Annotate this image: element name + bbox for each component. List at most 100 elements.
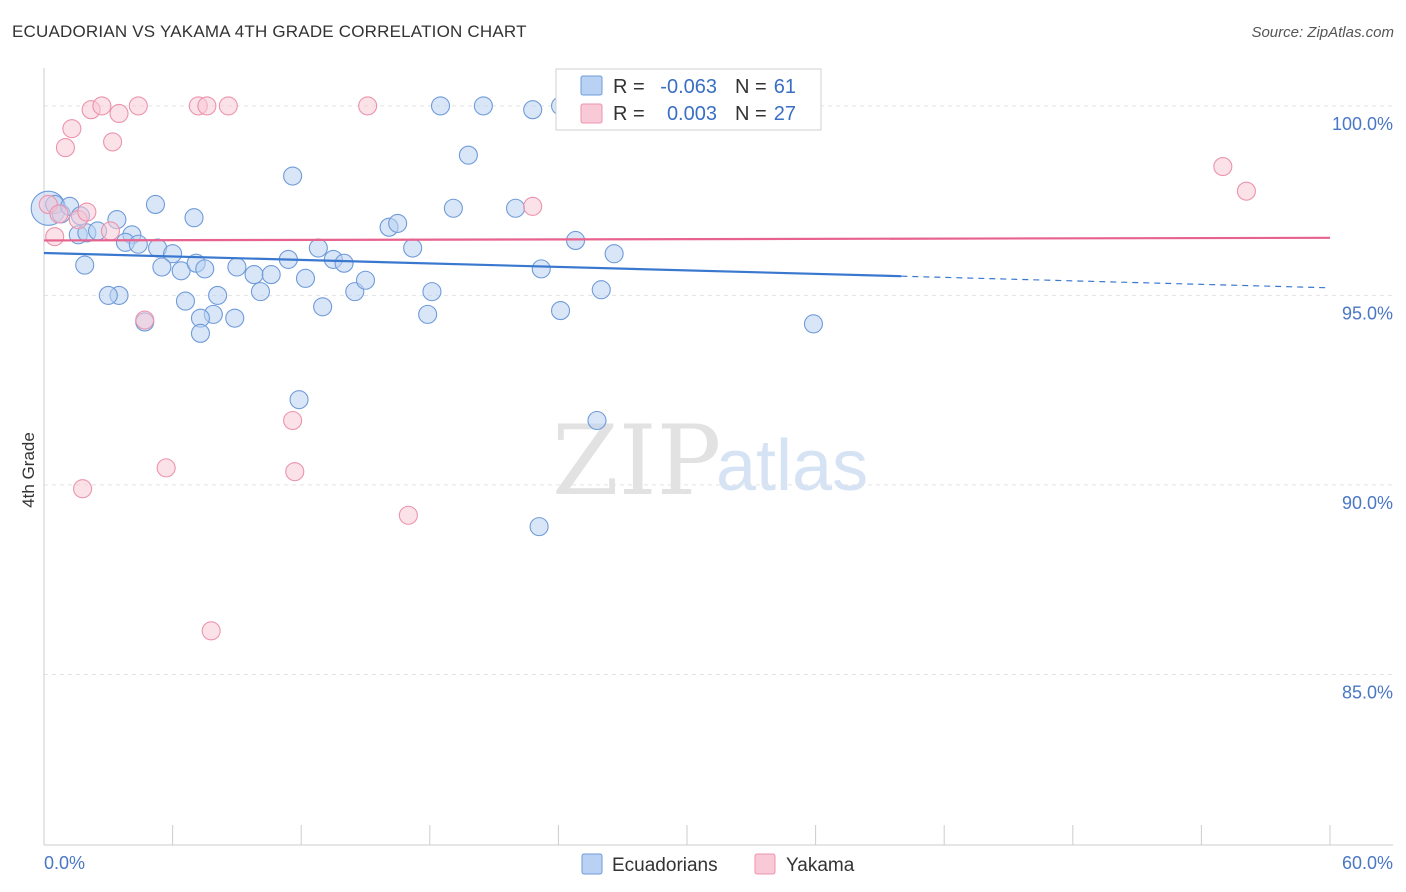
point-blue-57 [550, 301, 571, 321]
x-tick-label-max: 60.0% [1342, 853, 1393, 873]
point-blue-21 [208, 285, 228, 305]
point-pink-15 [135, 310, 155, 330]
point-blue-39 [283, 166, 303, 186]
watermark-atlas: atlas [716, 426, 868, 506]
point-blue-20 [195, 259, 215, 279]
y-tick-labels: 100.0% 95.0% 90.0% 85.0% [1332, 114, 1393, 703]
point-blue-41 [98, 285, 118, 305]
point-blue-35 [403, 238, 423, 258]
point-pink-23 [1213, 156, 1233, 177]
y-tick-label-3: 85.0% [1342, 682, 1393, 702]
point-blue-49 [289, 390, 309, 410]
bottom-legend-swatch-yakama [754, 853, 776, 875]
bottom-legend-swatch-ecuadorians [581, 853, 603, 875]
point-blue-25 [250, 282, 271, 302]
point-blue-27 [295, 268, 316, 288]
y-axis-label: 4th Grade [19, 432, 38, 508]
point-blue-63 [529, 517, 549, 537]
legend-r-value-blue: -0.063 [660, 76, 717, 98]
point-blue-30 [334, 253, 354, 273]
correlation-legend: R = -0.063 N = 61 R = 0.003 N = 27 [555, 68, 822, 131]
point-blue-60 [604, 244, 624, 264]
point-blue-52 [523, 100, 543, 120]
y-tick-label-2: 90.0% [1342, 493, 1393, 513]
point-pink-26 [49, 204, 69, 224]
trend-line-blue-projection [901, 275, 1331, 289]
point-pink-9 [197, 96, 217, 116]
series-yakama-points [38, 96, 1256, 641]
point-blue-38 [443, 198, 463, 218]
point-pink-10 [218, 96, 238, 116]
trend-lines [43, 236, 1331, 289]
point-pink-14 [100, 221, 120, 241]
point-blue-18 [184, 208, 204, 228]
point-blue-62 [587, 410, 607, 431]
point-blue-59 [591, 280, 611, 300]
point-pink-0 [45, 227, 65, 247]
legend-swatch-pink [580, 103, 603, 124]
point-blue-55 [458, 145, 478, 165]
point-blue-64 [803, 314, 824, 334]
series-ecuadorians-points [30, 96, 824, 537]
point-pink-22 [523, 196, 543, 216]
y-tick-label-0: 100.0% [1332, 114, 1393, 134]
point-blue-12 [145, 194, 166, 214]
point-blue-48 [313, 297, 333, 317]
point-blue-28 [308, 238, 328, 258]
x-tick-label-min: 0.0% [44, 853, 85, 873]
chart-title: ECUADORIAN VS YAKAMA 4TH GRADE CORRELATI… [12, 22, 527, 41]
legend-n-label-blue: N = [735, 76, 767, 98]
point-pink-11 [358, 96, 378, 116]
series-legend: Ecuadorians Yakama [581, 853, 855, 876]
point-blue-15 [171, 261, 191, 281]
point-pink-5 [109, 103, 129, 124]
point-blue-51 [473, 96, 493, 116]
grid-lines [44, 105, 1393, 675]
point-pink-24 [1236, 181, 1256, 201]
point-blue-37 [418, 304, 438, 324]
point-blue-23 [244, 265, 264, 285]
point-pink-17 [156, 458, 176, 478]
point-blue-45 [225, 308, 245, 328]
chart-source: Source: ZipAtlas.com [1251, 24, 1394, 41]
point-pink-18 [283, 410, 303, 431]
point-blue-22 [227, 257, 247, 277]
y-tick-label-1: 95.0% [1342, 303, 1393, 323]
bottom-legend-label-ecuadorians: Ecuadorians [612, 855, 718, 876]
point-blue-34 [388, 213, 408, 233]
point-pink-2 [62, 119, 82, 139]
legend-n-value-pink: 27 [774, 103, 796, 125]
watermark-zip: ZIP [552, 405, 721, 517]
point-blue-14 [163, 244, 183, 264]
bottom-legend-label-yakama: Yakama [786, 855, 855, 876]
point-blue-16 [75, 255, 95, 275]
legend-swatch-blue [580, 75, 603, 96]
point-pink-21 [398, 505, 418, 525]
point-blue-46 [190, 323, 211, 343]
point-pink-16 [73, 479, 93, 499]
trend-line-pink [43, 236, 1331, 242]
point-pink-7 [128, 96, 148, 116]
legend-r-value-pink: 0.003 [667, 103, 717, 125]
point-blue-54 [505, 198, 526, 218]
legend-n-label-pink: N = [735, 103, 767, 125]
trend-line-blue [43, 251, 902, 278]
point-blue-17 [152, 257, 172, 277]
point-blue-24 [261, 265, 281, 285]
point-blue-36 [422, 282, 442, 302]
point-blue-11 [128, 234, 148, 254]
legend-r-label-blue: R = [613, 76, 645, 98]
point-pink-4 [92, 96, 112, 116]
legend-r-label-pink: R = [613, 103, 645, 125]
point-blue-56 [531, 259, 551, 279]
point-pink-6 [103, 132, 123, 152]
point-pink-20 [201, 621, 221, 641]
point-blue-42 [175, 291, 196, 311]
point-pink-13 [77, 202, 97, 222]
point-blue-50 [430, 96, 451, 116]
legend-n-value-blue: 61 [774, 76, 796, 98]
point-pink-1 [55, 138, 75, 158]
point-pink-19 [285, 462, 305, 482]
point-blue-32 [355, 270, 376, 290]
